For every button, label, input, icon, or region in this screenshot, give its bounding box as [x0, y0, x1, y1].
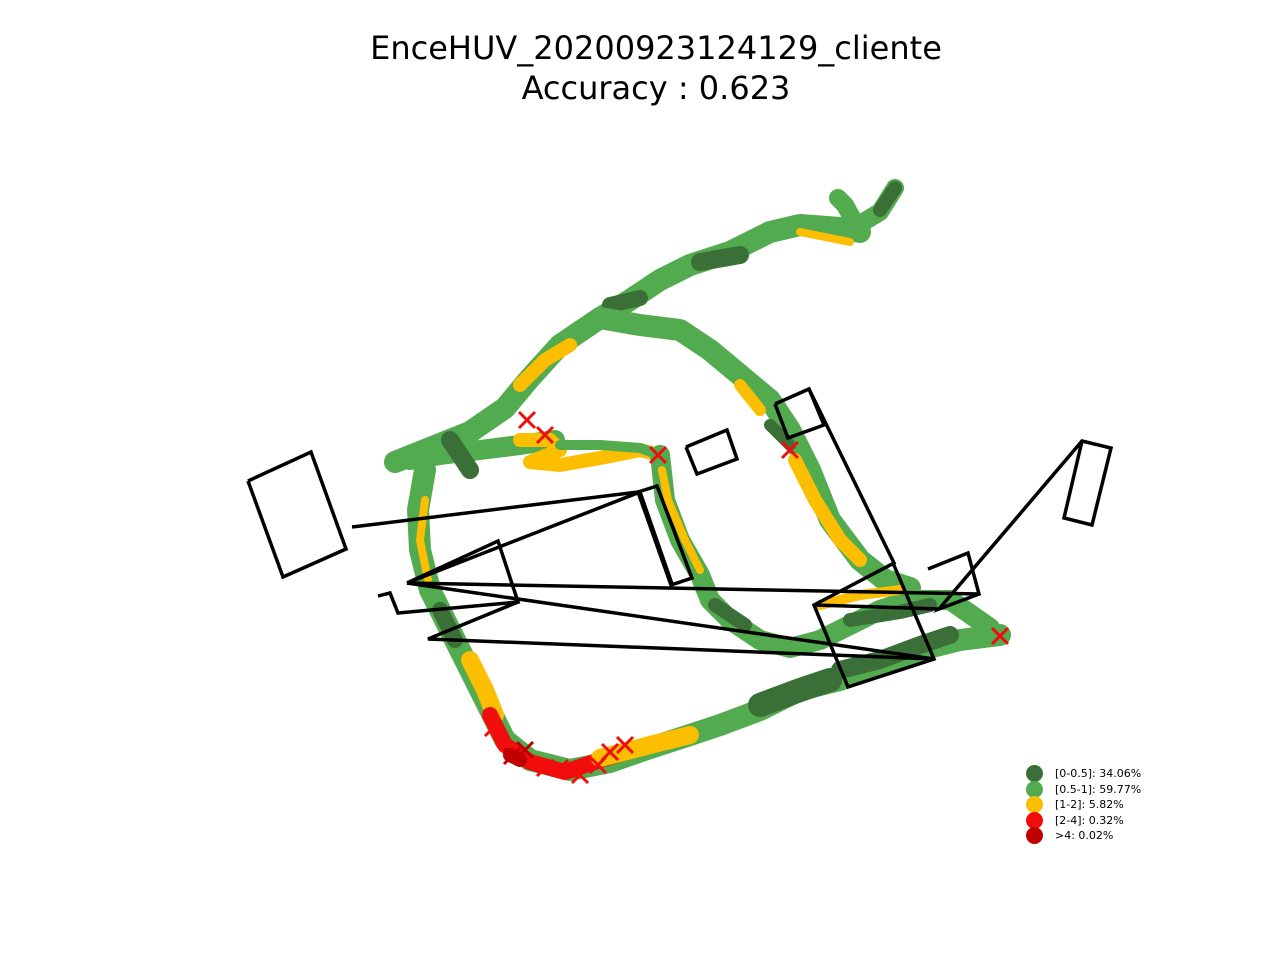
legend-marker-dark-red: [1026, 827, 1043, 845]
legend-label: [0-0.5]: 34.06%: [1055, 767, 1142, 781]
building-outline: [351, 489, 674, 615]
trajectory-segment: [748, 668, 842, 717]
trajectory-points: [384, 179, 1011, 785]
legend-marker-red: [1026, 811, 1043, 829]
trajectory-segment: [650, 445, 1000, 658]
legend-label: [2-4]: 0.32%: [1055, 813, 1124, 827]
legend-item-2-4: [2-4]: 0.32%: [1026, 811, 1141, 829]
legend-marker-green: [1026, 780, 1043, 798]
trajectory-segment: [407, 459, 1011, 781]
building-outlines: [246, 386, 1114, 690]
chart-title-line1: EnceHUV_20200923124129_cliente: [370, 29, 942, 67]
trajectory-segment: [658, 466, 704, 574]
error-marker: [535, 758, 555, 778]
trajectory-segment: [602, 290, 648, 313]
trajectory-segment: [796, 228, 854, 246]
trajectory-segment: [691, 246, 749, 271]
trajectory-segment: [461, 651, 504, 724]
trajectory-segment: [734, 379, 766, 416]
chart-title-line2: Accuracy : 0.623: [521, 69, 791, 107]
legend-item-0.5-1: [0.5-1]: 59.77%: [1026, 780, 1142, 798]
building-outline: [636, 483, 695, 588]
trajectory-segment: [432, 602, 463, 648]
building-outline: [773, 386, 827, 441]
legend-label: [0.5-1]: 59.77%: [1055, 782, 1142, 796]
error-marker: [502, 746, 522, 766]
legend: [0-0.5]: 34.06% [0.5-1]: 59.77% [1-2]: 5…: [1026, 765, 1142, 845]
error-marker: [648, 445, 668, 465]
error-marker: [780, 440, 800, 460]
chart-title: EnceHUV_20200923124129_cliente Accuracy …: [0, 28, 1280, 108]
legend-item-1-2: [1-2]: 5.82%: [1026, 796, 1141, 814]
trajectory-segment: [555, 440, 665, 460]
legend-item-0-0.5: [0-0.5]: 34.06%: [1026, 765, 1142, 783]
legend-marker-dark-green: [1026, 765, 1043, 783]
legend-marker-yellow: [1026, 796, 1043, 814]
error-marker: [517, 410, 537, 430]
trajectory-segment: [513, 338, 577, 392]
legend-label: [1-2]: 5.82%: [1055, 798, 1124, 812]
building-outline: [807, 388, 937, 690]
trajectory-segment: [764, 419, 796, 451]
error-marker: [990, 626, 1010, 646]
error-marker: [615, 735, 635, 755]
trajectory-segment: [441, 431, 479, 479]
trajectory-segment: [873, 181, 902, 217]
error-marker: [535, 425, 555, 445]
error-marker: [588, 755, 608, 775]
building-outline: [246, 449, 349, 580]
building-outline: [406, 581, 980, 596]
trajectory-segment: [591, 726, 699, 767]
trajectory-segment: [708, 598, 752, 632]
error-marker: [550, 758, 570, 778]
building-outline: [684, 427, 740, 477]
error-marker: [570, 765, 590, 785]
trajectory-segment: [416, 496, 432, 584]
building-outline: [813, 603, 940, 611]
building-outline: [406, 581, 935, 661]
trajectory-segment: [788, 453, 867, 567]
legend-label: >4: 0.02%: [1055, 829, 1114, 843]
error-marker: [515, 740, 535, 760]
error-marker: [483, 718, 503, 738]
legend-item-gt-4: >4: 0.02%: [1026, 827, 1141, 845]
building-outline: [927, 439, 1114, 614]
